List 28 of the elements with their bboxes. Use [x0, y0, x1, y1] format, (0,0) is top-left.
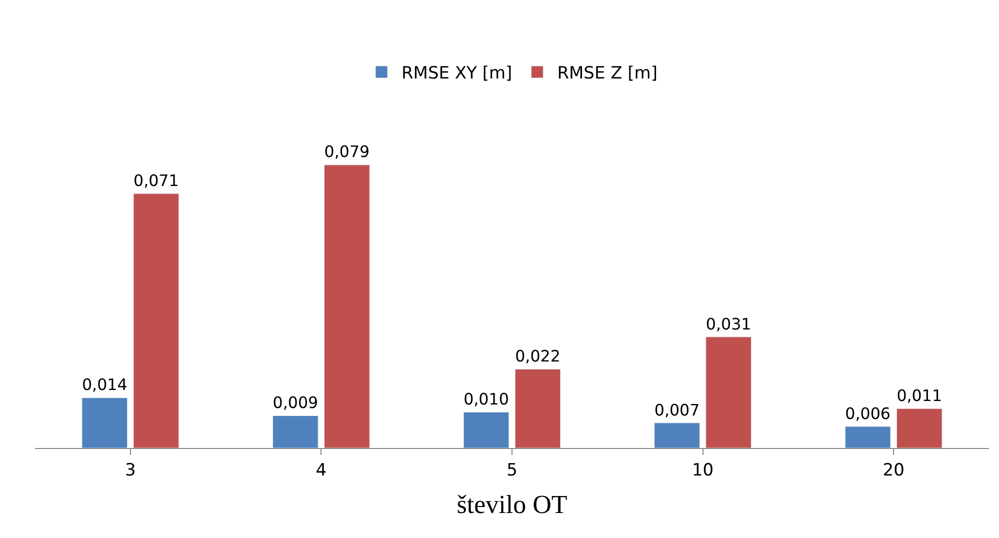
legend-label: RMSE Z [m] — [557, 64, 658, 84]
x-tick-label: 5 — [506, 460, 518, 480]
x-tick-label: 3 — [124, 460, 136, 480]
x-tick-label: 20 — [882, 460, 904, 480]
x-tick-label: 10 — [692, 460, 714, 480]
bar — [82, 398, 128, 448]
data-label: 0,011 — [896, 386, 942, 405]
data-label: 0,010 — [464, 390, 509, 408]
bar — [844, 426, 891, 448]
legend-label: RMSE XY [m] — [402, 64, 512, 84]
data-label: 0,022 — [515, 346, 560, 366]
bar — [272, 416, 318, 448]
data-label: 0,014 — [82, 375, 128, 394]
bar — [133, 193, 180, 448]
data-label: 0,007 — [654, 400, 700, 420]
bar — [514, 368, 561, 448]
bar — [324, 164, 370, 448]
bar — [463, 412, 510, 448]
bar — [896, 408, 942, 448]
bar — [654, 422, 700, 448]
data-label: 0,006 — [845, 404, 891, 423]
data-label: 0,031 — [706, 314, 752, 334]
data-label: 0,071 — [133, 170, 179, 190]
x-axis-title: število OT — [456, 490, 568, 520]
data-label: 0,009 — [272, 393, 318, 412]
bar — [706, 336, 752, 448]
x-tick-label: 4 — [316, 460, 327, 480]
data-label: 0,079 — [324, 142, 370, 162]
